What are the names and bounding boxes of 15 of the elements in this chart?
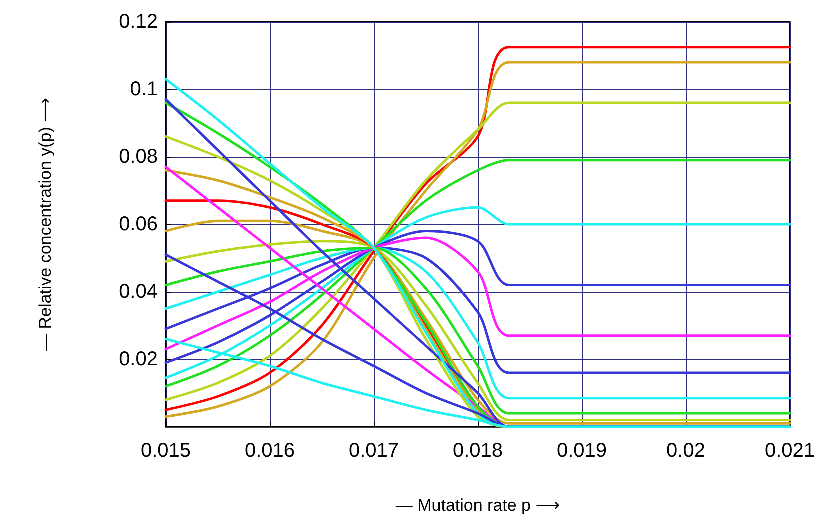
x-tick-label: 0.017 [348,440,400,462]
y-tick-label: 0.04 [119,281,158,303]
y-tick-label: 0.02 [119,348,158,370]
x-tick-label: 0.018 [452,440,504,462]
y-axis-title: — Relative concentration y(p) ⟶ [36,98,55,352]
y-tick-label: 0.1 [130,78,158,100]
y-tick-label: 0.12 [119,11,158,33]
x-tick-label: 0.02 [666,440,706,462]
y-tick-label: 0.08 [119,146,158,168]
x-tick-label: 0.019 [556,440,608,462]
x-tick-label: 0.021 [764,440,816,462]
x-tick-label: 0.015 [140,440,192,462]
y-tick-label: 0.06 [119,214,158,236]
x-axis-title: — Mutation rate p ⟶ [396,496,560,515]
x-tick-label: 0.016 [244,440,296,462]
